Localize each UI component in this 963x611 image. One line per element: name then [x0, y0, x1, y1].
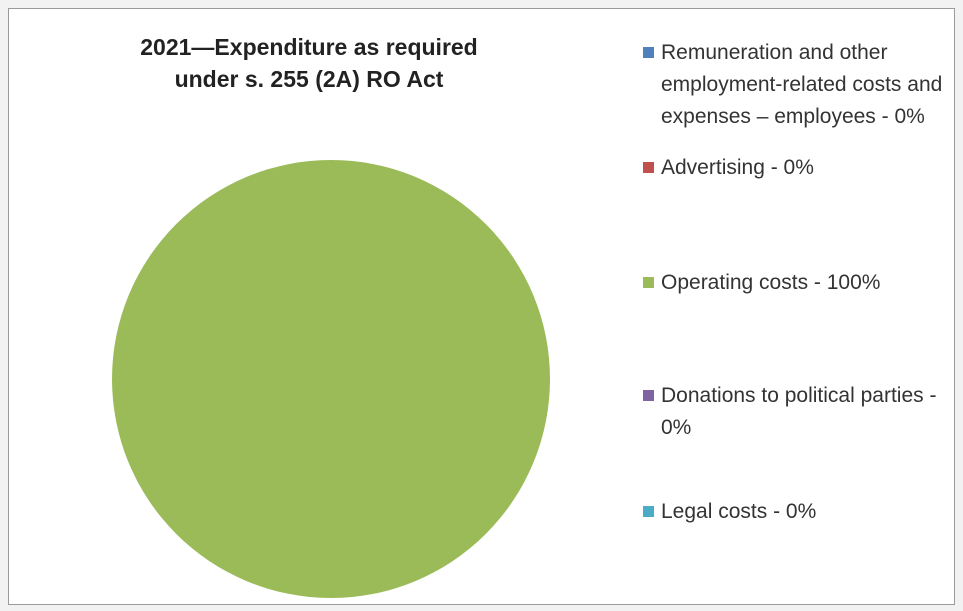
legend-swatch-remuneration: [643, 47, 654, 58]
legend-swatch-advertising: [643, 162, 654, 173]
legend-label-remuneration: Remuneration and other employment-relate…: [661, 41, 943, 128]
legend-item-advertising: Advertising - 0%: [643, 152, 963, 184]
legend-label-advertising: Advertising - 0%: [661, 156, 814, 179]
pie-slices: [112, 160, 550, 598]
legend-item-legal-costs: Legal costs - 0%: [643, 496, 963, 528]
legend-item-donations: Donations to political parties - 0%: [643, 380, 963, 444]
legend-label-donations: Donations to political parties - 0%: [661, 384, 937, 439]
legend-item-operating-costs: Operating costs - 100%: [643, 267, 963, 299]
chart-title: 2021—Expenditure as required under s. 25…: [140, 34, 478, 92]
legend-swatch-operating-costs: [643, 277, 654, 288]
chart-frame: 2021—Expenditure as required under s. 25…: [8, 8, 955, 605]
legend-item-remuneration: Remuneration and other employment-relate…: [643, 37, 963, 133]
legend-label-legal-costs: Legal costs - 0%: [661, 500, 817, 523]
pie-chart: [112, 160, 550, 598]
pie-slice-operating-costs: [112, 160, 550, 598]
legend-label-operating-costs: Operating costs - 100%: [661, 271, 881, 294]
legend-swatch-donations: [643, 390, 654, 401]
legend-swatch-legal-costs: [643, 506, 654, 517]
